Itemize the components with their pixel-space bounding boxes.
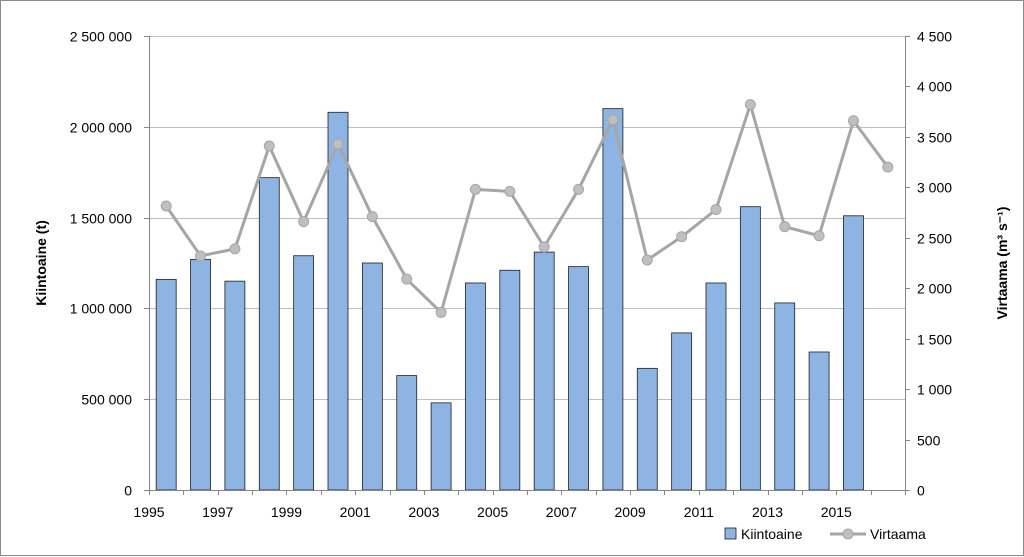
y-axis-title: Kiintoaine (t) (33, 220, 49, 306)
x-tick-label: 2013 (752, 504, 783, 520)
legend-bar-swatch (724, 527, 737, 540)
y2-tick-label: 4 000 (917, 79, 952, 95)
point-virtaama-2011 (710, 204, 722, 216)
bar-kiintoaine-2011 (705, 282, 727, 491)
point-virtaama-2003 (435, 306, 447, 318)
bar-kiintoaine-2010 (671, 332, 693, 491)
y-tick-label: 2 000 000 (70, 120, 132, 136)
bar-kiintoaine-2012 (739, 206, 761, 491)
bar-kiintoaine-2004 (465, 282, 486, 491)
bar-kiintoaine-2005 (499, 269, 521, 491)
point-virtaama-2013 (779, 221, 791, 233)
point-virtaama-2014 (813, 230, 825, 242)
x-tick-label: 1997 (202, 504, 233, 520)
bar-kiintoaine-1995 (155, 278, 177, 491)
bar-kiintoaine-2003 (430, 402, 452, 491)
x-tick-label: 2015 (821, 504, 852, 520)
legend-line-marker (842, 528, 854, 540)
bar-kiintoaine-2001 (361, 262, 383, 491)
legend-line-label: Virtaama (870, 526, 926, 542)
legend-bar-label: Kiintoaine (741, 526, 803, 542)
point-virtaama-2002 (401, 273, 413, 285)
point-virtaama-2006 (538, 241, 550, 253)
x-tick-label: 2007 (546, 504, 577, 520)
x-tick-label: 2011 (684, 504, 714, 520)
y-tick-label: 1 000 000 (70, 301, 132, 317)
y-tick-label: 1 500 000 (70, 211, 132, 227)
x-tick-label: 2001 (340, 504, 371, 520)
x-tick-label: 2003 (408, 504, 439, 520)
y-tick-label: 2 500 000 (70, 29, 132, 45)
y2-tick-label: 2 000 (917, 281, 952, 297)
bar-kiintoaine-2000 (327, 111, 349, 491)
x-tick-label: 1995 (133, 504, 164, 520)
y2-tick-label: 3 500 (917, 130, 952, 146)
point-virtaama-1997 (229, 243, 241, 255)
point-virtaama-2005 (504, 185, 516, 197)
x-tick-label: 1999 (271, 504, 302, 520)
point-virtaama-2004 (469, 183, 481, 195)
point-virtaama-2016 (882, 161, 894, 173)
point-virtaama-2000 (332, 138, 344, 150)
point-virtaama-2012 (744, 99, 756, 111)
bar-kiintoaine-2002 (396, 375, 418, 491)
point-virtaama-2001 (366, 211, 378, 223)
tick-labels: 0 500 000 1 000 000 1 500 000 2 000 000 2 500… (70, 29, 953, 521)
x-tick-label: 2009 (615, 504, 646, 520)
y2-tick-label: 4 500 (917, 29, 952, 45)
y-tick-label: 0 (124, 483, 132, 499)
bar-kiintoaine-2015 (843, 215, 864, 491)
point-virtaama-2007 (573, 183, 585, 195)
y2-tick-label: 1 500 (917, 332, 952, 348)
line-series (160, 99, 894, 318)
y2-tick-label: 500 (917, 433, 941, 449)
y2-tick-label: 3 000 (917, 180, 952, 196)
point-virtaama-1998 (263, 140, 275, 152)
axes (144, 36, 910, 495)
point-virtaama-1999 (298, 216, 310, 228)
bar-kiintoaine-2013 (774, 302, 796, 491)
point-virtaama-2010 (676, 231, 688, 243)
y2-tick-label: 0 (917, 483, 925, 499)
legend: Kiintoaine Virtaama (724, 526, 926, 542)
x-tick-label: 2005 (477, 504, 508, 520)
line-virtaama (164, 103, 890, 314)
y2-tick-label: 2 500 (917, 231, 952, 247)
point-virtaama-2009 (641, 254, 653, 266)
bar-kiintoaine-2008 (602, 108, 624, 491)
bar-kiintoaine-1997 (224, 280, 246, 491)
bar-kiintoaine-2007 (568, 266, 589, 491)
point-virtaama-2015 (847, 115, 859, 127)
bar-kiintoaine-2009 (636, 367, 658, 491)
y2-axis-title: Virtaama (m³ s⁻¹) (994, 207, 1010, 320)
point-virtaama-2008 (607, 114, 619, 126)
bar-kiintoaine-2014 (808, 351, 830, 491)
bar-kiintoaine-2006 (533, 251, 555, 491)
point-virtaama-1995 (160, 200, 172, 212)
y2-tick-label: 1 000 (917, 382, 952, 398)
bar-kiintoaine-1999 (293, 255, 315, 491)
point-virtaama-1996 (195, 250, 207, 262)
bar-kiintoaine-1998 (258, 177, 280, 491)
y-tick-label: 500 000 (81, 392, 132, 408)
bar-kiintoaine-1996 (190, 258, 211, 491)
